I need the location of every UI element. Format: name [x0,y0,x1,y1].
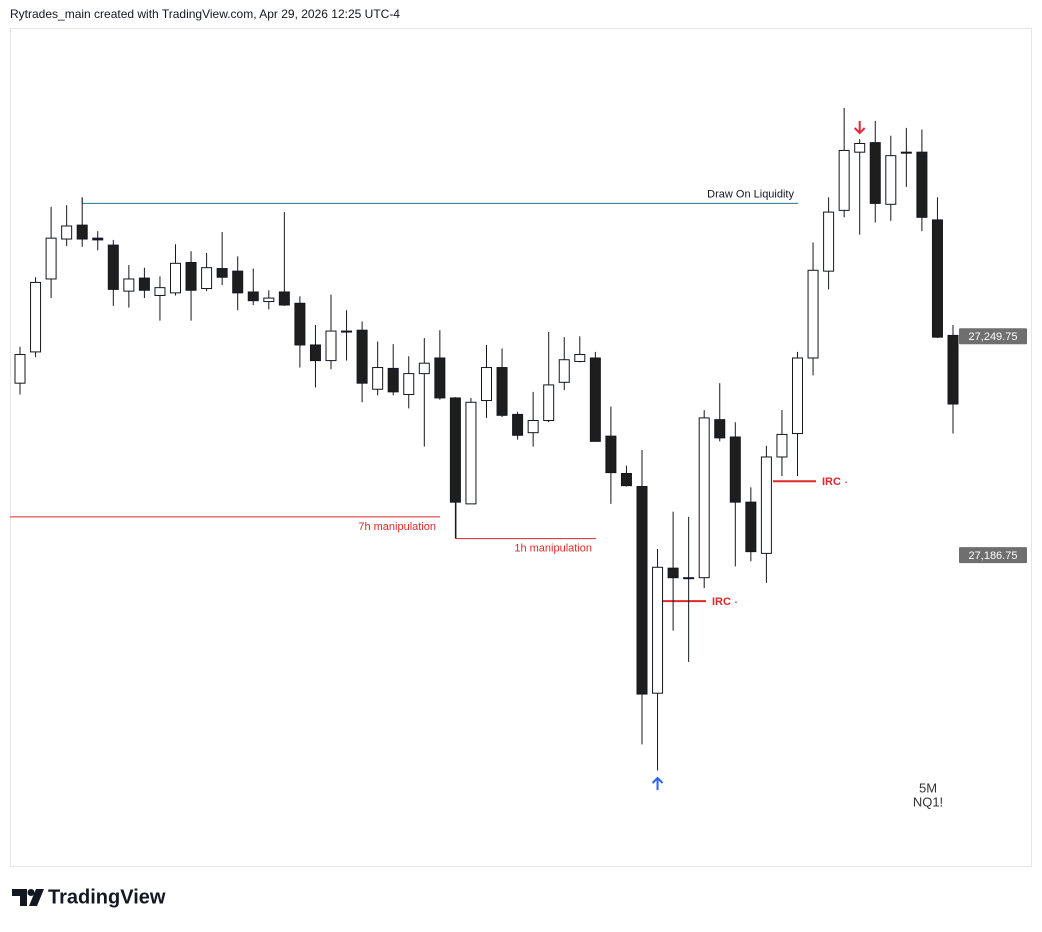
candle-body [294,302,306,346]
arrow-head [853,127,866,135]
candle-body [232,270,244,294]
candle-body [652,566,664,694]
symbol: NQ1! [913,794,943,809]
candle-body [916,151,928,218]
candle-body [418,362,430,375]
candle-body [30,281,42,353]
header: Rytrades_main created with TradingView.c… [10,7,400,21]
arrow-head [651,776,664,784]
interval: 5M [919,780,937,795]
candle-body [838,149,850,211]
candle-body [247,291,259,302]
candle-body [481,367,492,402]
candle-body [869,142,881,204]
candle-body [636,486,648,695]
candle-body [449,397,461,503]
candle-body [543,384,555,422]
candle-body [760,456,772,554]
candle-body [807,269,819,359]
candle-body [854,142,866,153]
annotation-label: IRC [822,476,841,488]
candle-body [698,417,710,579]
candle-body [714,419,726,439]
candle-body [947,334,959,405]
annotation-label: IRC [712,596,731,608]
candle-body [154,287,166,296]
candle-body [123,278,135,292]
annotation-label: 1h manipulation [514,543,592,555]
candle-body [387,367,399,393]
annotation-label: 7h manipulation [358,521,436,533]
candle-body [620,472,632,487]
candle-body [776,433,788,458]
candle-body [309,344,321,362]
annotation-dot [845,481,847,484]
candle-body [589,357,601,442]
candle-body [356,329,368,384]
price-label: 27,249.75 [969,331,1018,343]
candle-body [558,359,570,383]
candle-body [900,151,912,154]
candle-body [667,567,679,579]
candle-body [745,501,757,553]
candle-body [434,357,446,399]
candle-body [792,357,803,435]
candle-body [823,211,835,272]
annotation-label: Draw On Liquidity [707,188,794,200]
brand: TradingView [48,886,166,908]
candle-body [185,261,197,291]
price-label-bg [959,547,1027,564]
candle-body [325,330,337,362]
candle-body [729,436,741,503]
candle-body [76,224,88,240]
candle-body [138,277,150,291]
candle-body [107,244,119,290]
candle-body [263,297,275,303]
candle-body [278,291,290,306]
candle-body [170,262,181,294]
brand-logo [12,889,44,906]
price-label-bg [959,328,1027,345]
candle-body [465,401,477,505]
candle-body [45,237,57,280]
candle-body [201,267,213,290]
frame [10,28,1032,867]
candle-body [216,268,228,278]
annotation-dot [735,601,737,603]
candle-body [605,435,617,474]
candle-body [92,237,104,241]
candle-body [496,367,508,416]
candle-body [574,354,586,362]
candle-body [527,420,539,434]
candle-body [885,155,897,205]
candle-body [61,225,73,240]
price-label: 27,186.75 [969,550,1018,562]
candle-body [683,577,695,580]
candle-body [931,219,943,338]
candle-body [403,373,415,395]
candle-body [341,330,353,333]
candle-body [372,367,384,390]
candle-body [14,354,26,384]
candle-body [512,413,524,436]
